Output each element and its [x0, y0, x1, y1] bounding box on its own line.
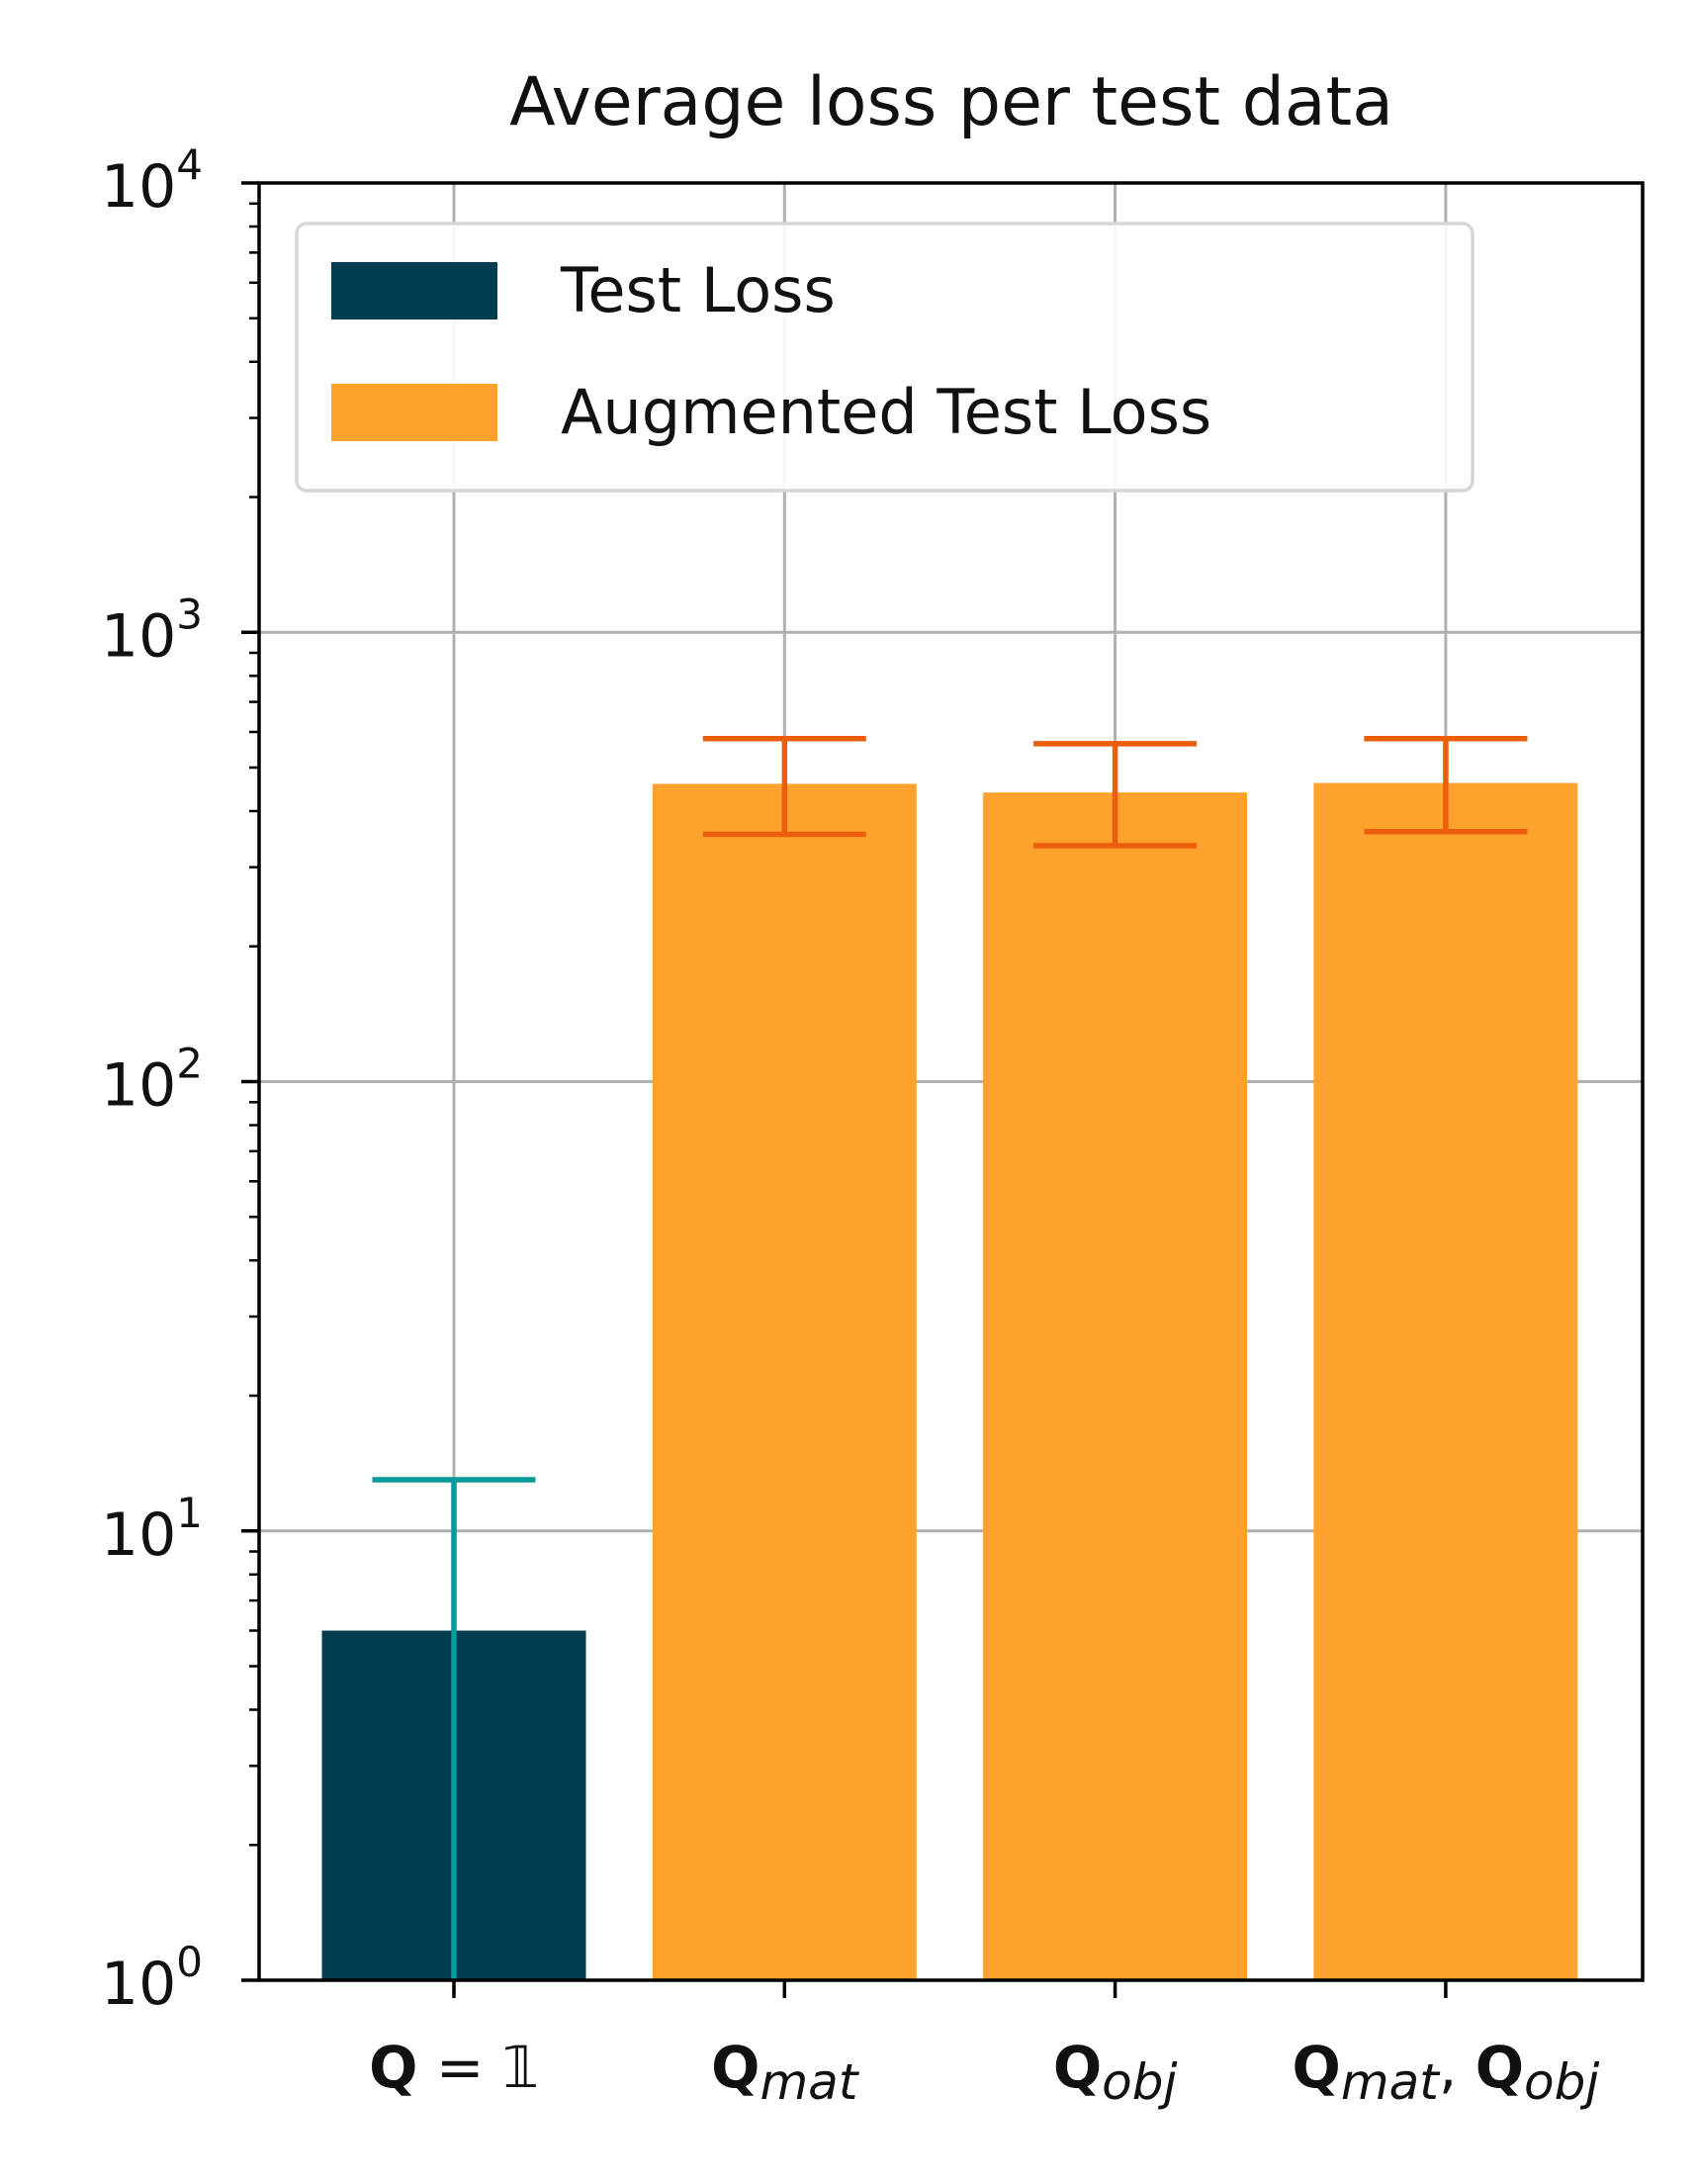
y-tick-label-1: 101: [101, 1489, 203, 1570]
y-tick-label-3: 103: [101, 590, 203, 671]
y-tick-base-4: 10: [101, 152, 176, 222]
legend-label-0: Test Loss: [560, 254, 836, 326]
x-tick-label-1: Qmat: [711, 2034, 860, 2111]
x-tick-label-2: Qobj: [1053, 2034, 1178, 2111]
x-tick-label-3: Qmat, Qobj: [1293, 2034, 1600, 2111]
x-label-symbol-1: Q: [711, 2034, 759, 2101]
bar-1: [652, 783, 917, 1980]
x-label-sub-1: mat: [759, 2053, 859, 2111]
legend: Test Loss Augmented Test Loss: [295, 222, 1474, 493]
x-label-suffix-3: ,: [1439, 2034, 1475, 2101]
legend-swatch-1: [331, 384, 497, 441]
x-label-suffix-0: = 𝟙: [417, 2034, 538, 2101]
y-tick-base-0: 10: [101, 1950, 176, 2019]
y-tick-exp-4: 4: [176, 140, 203, 189]
x-label-symbol-0: Q: [369, 2034, 417, 2101]
legend-label-1: Augmented Test Loss: [561, 376, 1211, 448]
x-label-sub-2: obj: [1102, 2053, 1177, 2111]
y-tick-label-4: 104: [101, 140, 203, 222]
x-label-sub2-3: obj: [1524, 2053, 1599, 2111]
x-label-symbol-3: Q: [1293, 2034, 1341, 2101]
x-label-symbol2-3: Q: [1475, 2034, 1524, 2101]
y-tick-label-0: 100: [101, 1938, 203, 2019]
legend-box: [295, 222, 1474, 493]
x-label-symbol-2: Q: [1053, 2034, 1102, 2101]
bar-2: [983, 792, 1248, 1980]
x-tick-label-0: Q = 𝟙: [369, 2034, 539, 2101]
legend-swatch-0: [331, 262, 497, 319]
x-label-sub-3: mat: [1341, 2053, 1441, 2111]
error-bars: [372, 735, 1528, 1980]
y-tick-exp-0: 0: [176, 1938, 203, 1986]
bar-3: [1313, 782, 1578, 1980]
y-tick-base-2: 10: [101, 1051, 176, 1121]
y-tick-label-2: 102: [101, 1040, 203, 1121]
x-axis: Q = 𝟙 Qmat Qobj Qmat, Qobj: [369, 1980, 1599, 2111]
chart-title: Average loss per test data: [509, 63, 1393, 141]
y-tick-base-3: 10: [101, 601, 176, 671]
y-tick-base-1: 10: [101, 1501, 176, 1570]
y-tick-exp-2: 2: [176, 1040, 203, 1088]
y-tick-exp-3: 3: [176, 590, 203, 638]
y-tick-exp-1: 1: [176, 1489, 203, 1537]
